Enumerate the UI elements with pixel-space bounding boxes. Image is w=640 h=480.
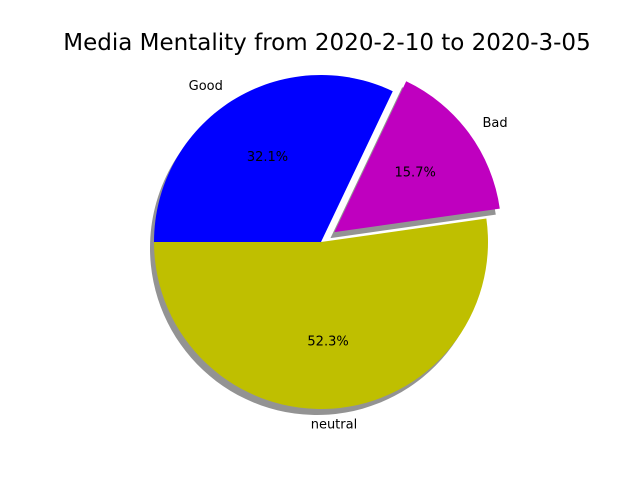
pie-slices: [154, 74, 500, 409]
pie-labels: neutral 52.3% Bad 15.7% Good 32.1%: [189, 79, 508, 433]
slice-percent-neutral: 52.3%: [307, 334, 348, 349]
slice-label-neutral: neutral: [311, 418, 358, 433]
slice-good: [154, 74, 393, 242]
slice-label-bad: Bad: [482, 116, 507, 131]
slice-bad: [334, 81, 500, 233]
slice-label-good: Good: [189, 79, 223, 94]
slice-neutral: [154, 218, 488, 409]
slice-percent-bad: 15.7%: [395, 165, 436, 180]
chart-title: Media Mentality from 2020-2-10 to 2020-3…: [63, 30, 590, 56]
slice-percent-good: 32.1%: [247, 150, 288, 165]
